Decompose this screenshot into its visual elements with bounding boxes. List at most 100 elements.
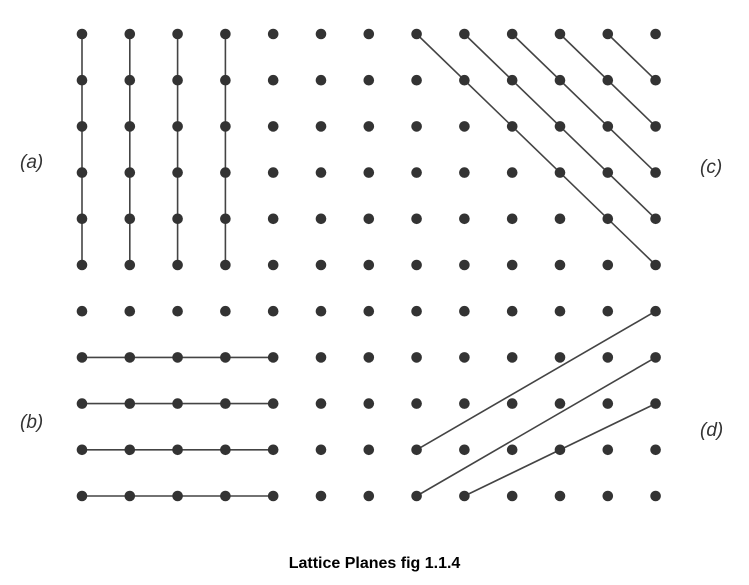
lattice-point bbox=[315, 121, 327, 132]
lattice-plane-line-c bbox=[607, 33, 657, 81]
lattice-point bbox=[363, 121, 375, 132]
lattice-point bbox=[554, 74, 566, 86]
lattice-point bbox=[76, 28, 88, 40]
lattice-point bbox=[315, 213, 327, 225]
lattice-point bbox=[363, 213, 375, 225]
lattice-point bbox=[506, 121, 518, 132]
lattice-point bbox=[363, 305, 375, 317]
lattice-point bbox=[172, 121, 183, 132]
lattice-point bbox=[650, 213, 661, 225]
lattice-point bbox=[411, 28, 422, 40]
panel-label-c: (c) bbox=[700, 157, 723, 178]
lattice-point bbox=[124, 121, 136, 132]
lattice-point bbox=[124, 259, 136, 271]
lattice-point bbox=[315, 259, 327, 271]
lattice-point bbox=[411, 305, 422, 317]
lattice-point bbox=[554, 259, 566, 271]
lattice-point bbox=[459, 213, 470, 225]
lattice-point bbox=[267, 167, 279, 178]
lattice-point bbox=[602, 490, 614, 502]
lattice-point bbox=[124, 213, 136, 225]
lattice-point bbox=[650, 167, 661, 178]
lattice-point bbox=[506, 167, 518, 178]
lattice-point bbox=[554, 352, 566, 363]
lattice-point bbox=[602, 213, 614, 225]
lattice-point bbox=[554, 444, 566, 456]
lattice-point bbox=[315, 398, 327, 409]
lattice-point bbox=[650, 121, 661, 132]
lattice-point bbox=[459, 121, 470, 132]
lattice-point bbox=[411, 74, 422, 86]
lattice-point bbox=[411, 121, 422, 132]
lattice-point bbox=[124, 28, 136, 40]
lattice-point bbox=[650, 490, 661, 502]
lattice-point bbox=[506, 490, 518, 502]
lattice-point bbox=[315, 74, 327, 86]
lattice-point bbox=[76, 74, 88, 86]
lattice-point bbox=[506, 398, 518, 409]
lattice-point bbox=[650, 305, 661, 317]
lattice-point bbox=[220, 259, 231, 271]
lattice-plane-line-c bbox=[511, 33, 657, 174]
lattice-point bbox=[411, 259, 422, 271]
lattice-point bbox=[363, 398, 375, 409]
lattice-point bbox=[220, 444, 231, 456]
lattice-point bbox=[267, 259, 279, 271]
lattice-point bbox=[76, 352, 88, 363]
lattice-point bbox=[220, 398, 231, 409]
lattice-point bbox=[650, 259, 661, 271]
lattice-point bbox=[650, 352, 661, 363]
lattice-point bbox=[650, 28, 661, 40]
lattice-point bbox=[76, 259, 88, 271]
lattice-point bbox=[267, 305, 279, 317]
lattice-point bbox=[363, 167, 375, 178]
lattice-point bbox=[459, 259, 470, 271]
lattice-point bbox=[459, 398, 470, 409]
lattice-point bbox=[602, 74, 614, 86]
lattice-point bbox=[315, 28, 327, 40]
lattice-point bbox=[76, 398, 88, 409]
lattice-point bbox=[315, 305, 327, 317]
lattice-point bbox=[363, 259, 375, 271]
lattice-point bbox=[411, 490, 422, 502]
lattice-point bbox=[459, 444, 470, 456]
lattice-plane-line-d bbox=[416, 310, 657, 451]
lattice-point bbox=[602, 444, 614, 456]
lattice-point bbox=[124, 352, 136, 363]
lattice-point bbox=[554, 28, 566, 40]
lattice-point bbox=[459, 167, 470, 178]
lattice-point bbox=[554, 121, 566, 132]
lattice-point bbox=[172, 444, 183, 456]
lattice-point bbox=[554, 213, 566, 225]
lattice-point bbox=[363, 490, 375, 502]
lattice-point bbox=[220, 305, 231, 317]
lattice-point bbox=[650, 74, 661, 86]
lattice-point bbox=[124, 167, 136, 178]
lattice-point bbox=[124, 305, 136, 317]
lattice-point bbox=[411, 444, 422, 456]
lattice-point bbox=[267, 213, 279, 225]
lattice-point bbox=[602, 352, 614, 363]
lattice-point bbox=[172, 352, 183, 363]
lattice-point bbox=[220, 352, 231, 363]
lattice-point bbox=[315, 167, 327, 178]
lattice-point bbox=[506, 352, 518, 363]
lattice-point bbox=[172, 305, 183, 317]
lattice-point bbox=[506, 28, 518, 40]
lattice-point bbox=[506, 259, 518, 271]
lattice-point bbox=[554, 398, 566, 409]
lattice-point bbox=[76, 213, 88, 225]
lattice-point bbox=[363, 352, 375, 363]
lattice-point bbox=[459, 28, 470, 40]
lattice-point bbox=[124, 74, 136, 86]
lattice-point bbox=[315, 352, 327, 363]
lattice-point bbox=[76, 305, 88, 317]
lattice-point bbox=[124, 490, 136, 502]
lattice-point bbox=[267, 352, 279, 363]
lattice-point bbox=[267, 490, 279, 502]
lattice-point bbox=[76, 444, 88, 456]
lattice-point bbox=[315, 444, 327, 456]
lattice-point bbox=[267, 121, 279, 132]
lattice-point bbox=[172, 259, 183, 271]
